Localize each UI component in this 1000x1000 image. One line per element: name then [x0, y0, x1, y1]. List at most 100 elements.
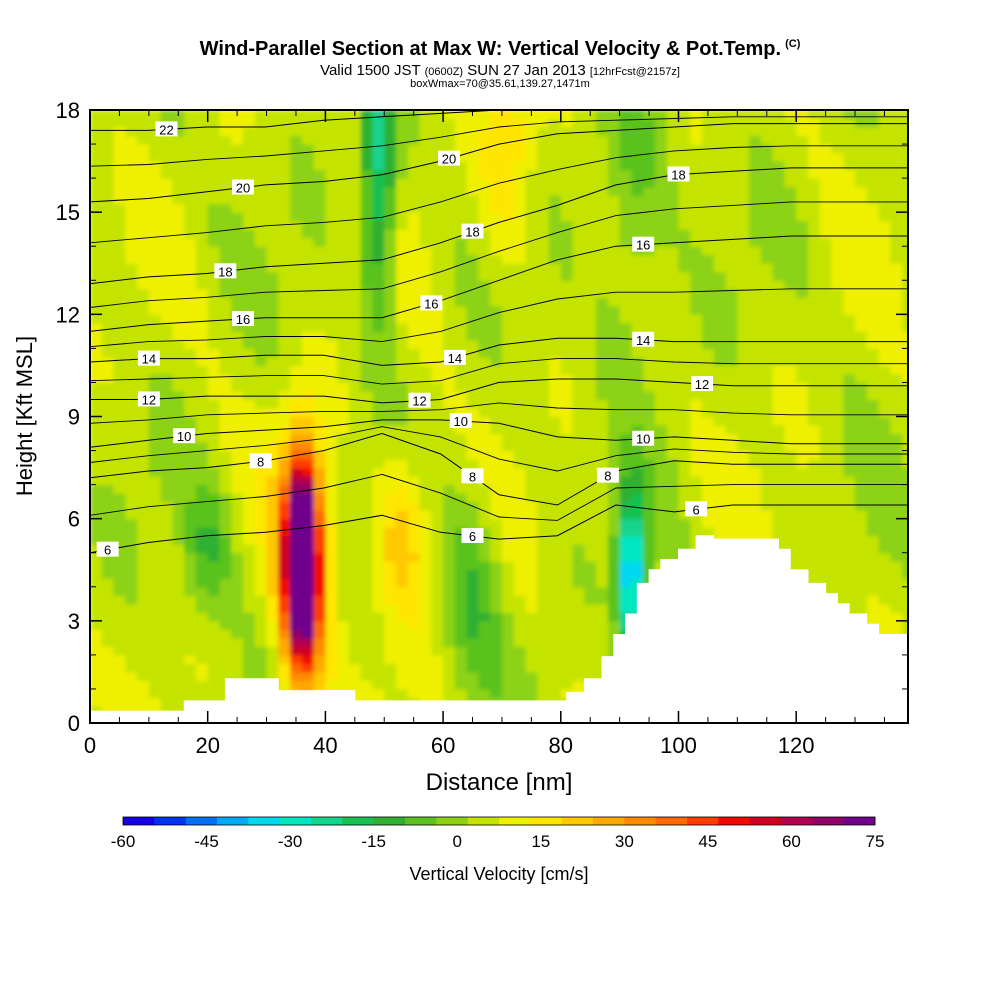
colorbar-swatch: [217, 817, 249, 825]
x-tick-label: 60: [431, 733, 455, 758]
colorbar-tick-label: 75: [866, 832, 885, 851]
contour-label-22: 22: [155, 121, 178, 137]
theta-contour-6: [90, 504, 908, 554]
x-tick-label: 80: [549, 733, 573, 758]
contour-label-14: 14: [632, 331, 655, 348]
theta-contour-minor: [90, 201, 908, 308]
x-tick-label: 20: [195, 733, 219, 758]
contour-label-16: 16: [632, 236, 655, 253]
contour-label-10: 10: [173, 428, 196, 444]
colorbar-swatch: [342, 817, 374, 825]
chart-subtitle: Valid 1500 JST (0600Z) SUN 27 Jan 2013 […: [0, 62, 1000, 79]
chart-title-text: Wind-Parallel Section at Max W: Vertical…: [199, 38, 782, 60]
colorbar-swatch: [405, 817, 437, 825]
colorbar-swatch: [624, 817, 656, 825]
y-tick-label: 18: [56, 98, 80, 123]
colorbar-swatch: [279, 817, 312, 825]
contour-label-14: 14: [137, 350, 160, 367]
contour-label-8: 8: [249, 453, 272, 469]
x-tick-label: 0: [84, 733, 96, 758]
colorbar-swatch: [373, 817, 406, 825]
contour-label-12: 12: [691, 376, 714, 392]
theta-contour-minor: [90, 358, 908, 385]
axes: 0 20 40 60 80 100 120 0 3 6 9 12 15 18: [56, 98, 908, 758]
contour-label-16: 16: [232, 311, 255, 327]
forecast-info: [12hrFcst@2157z]: [589, 66, 680, 78]
theta-contour-minor: [90, 402, 908, 424]
theta-contour-12: [90, 378, 908, 404]
colorbar-swatch: [749, 817, 782, 825]
contour-label-10: 10: [632, 430, 655, 447]
x-tick-label: 100: [660, 733, 697, 758]
colorbar-tick-label: 60: [782, 832, 801, 851]
contour-label-12: 12: [408, 392, 431, 409]
contour-label-12: 12: [137, 391, 160, 407]
theta-contour-20: [90, 123, 908, 203]
colorbar-swatch: [154, 817, 186, 825]
colorbar-tick-label: -45: [194, 832, 219, 851]
colorbar-swatch: [530, 817, 562, 825]
contour-label-16: 16: [420, 295, 443, 311]
colorbar-swatch: [123, 817, 155, 825]
theta-contour-minor: [90, 426, 908, 472]
y-tick-label: 15: [56, 200, 80, 225]
contour-label-18: 18: [461, 223, 484, 240]
colorbar-swatch: [593, 817, 625, 825]
colorbar-swatch: [718, 817, 750, 825]
theta-contour-10: [90, 419, 908, 448]
colorbar-swatch: [561, 817, 594, 825]
x-tick-label: 120: [778, 733, 815, 758]
x-tick-label: 40: [313, 733, 337, 758]
contour-label-14: 14: [443, 349, 466, 366]
y-tick-label: 6: [68, 507, 80, 532]
colorbar-swatch: [499, 817, 531, 825]
theta-contour-minor: [90, 288, 908, 348]
terrain-mask: [90, 535, 908, 723]
colorbar: -60 -45 -30 -15 0 15 30 45 60 75: [111, 816, 885, 851]
colorbar-tick-label: -30: [278, 832, 303, 851]
vertical-velocity-field: [90, 110, 908, 723]
colorbar-tick-label: 30: [615, 832, 634, 851]
contour-label-18: 18: [214, 263, 237, 279]
colorbar-swatch: [843, 817, 876, 825]
theta-contour-8: [90, 432, 908, 506]
valid-zulu: (0600Z): [424, 66, 464, 78]
colorbar-swatch: [812, 817, 844, 825]
colorbar-swatch: [248, 817, 280, 825]
valid-date: SUN 27 Jan 2013: [467, 62, 586, 79]
theta-contour-14: [90, 337, 908, 366]
y-tick-label: 3: [68, 609, 80, 634]
contour-label-6: 6: [96, 541, 119, 558]
theta-contour-minor: [90, 116, 908, 167]
terrain: [90, 535, 908, 723]
x-axis-label: Distance [nm]: [426, 769, 573, 796]
y-axis-label: Height [Kft MSL]: [12, 336, 37, 496]
colorbar-swatch: [467, 817, 500, 825]
y-tick-label: 0: [68, 711, 80, 736]
contour-label-6: 6: [461, 528, 484, 544]
contour-label-18: 18: [667, 166, 690, 182]
copyright-mark: (C): [785, 38, 801, 51]
contour-label-8: 8: [461, 468, 484, 484]
contour-label-20: 20: [437, 150, 460, 167]
theta-contour-16: [90, 235, 908, 332]
contour-label-10: 10: [449, 413, 472, 429]
colorbar-swatch: [655, 817, 688, 825]
colorbar-swatch: [436, 817, 468, 825]
theta-contours: 22 20 20 18 18 18 16 16 16 14 14 14 12 12 12 10 10 10 8 8 8 6…: [90, 110, 908, 558]
box-info: boxWmax=70@35.61,139.27,1471m: [410, 78, 590, 90]
colorbar-tick-label: 0: [452, 832, 461, 851]
colorbar-tick-label: 15: [531, 832, 550, 851]
colorbar-tick-label: -60: [111, 832, 136, 851]
contour-label-8: 8: [596, 467, 619, 484]
colorbar-frame: [122, 816, 876, 826]
colorbar-tick-label: -15: [361, 832, 386, 851]
chart-title: Wind-Parallel Section at Max W: Vertical…: [0, 38, 1000, 61]
contour-label-20: 20: [232, 179, 255, 196]
contour-label-6: 6: [685, 501, 708, 517]
theta-contour-minor: [90, 473, 908, 521]
y-tick-label: 9: [68, 405, 80, 430]
colorbar-swatch: [311, 817, 343, 825]
colorbar-label: Vertical Velocity [cm/s]: [409, 864, 588, 884]
